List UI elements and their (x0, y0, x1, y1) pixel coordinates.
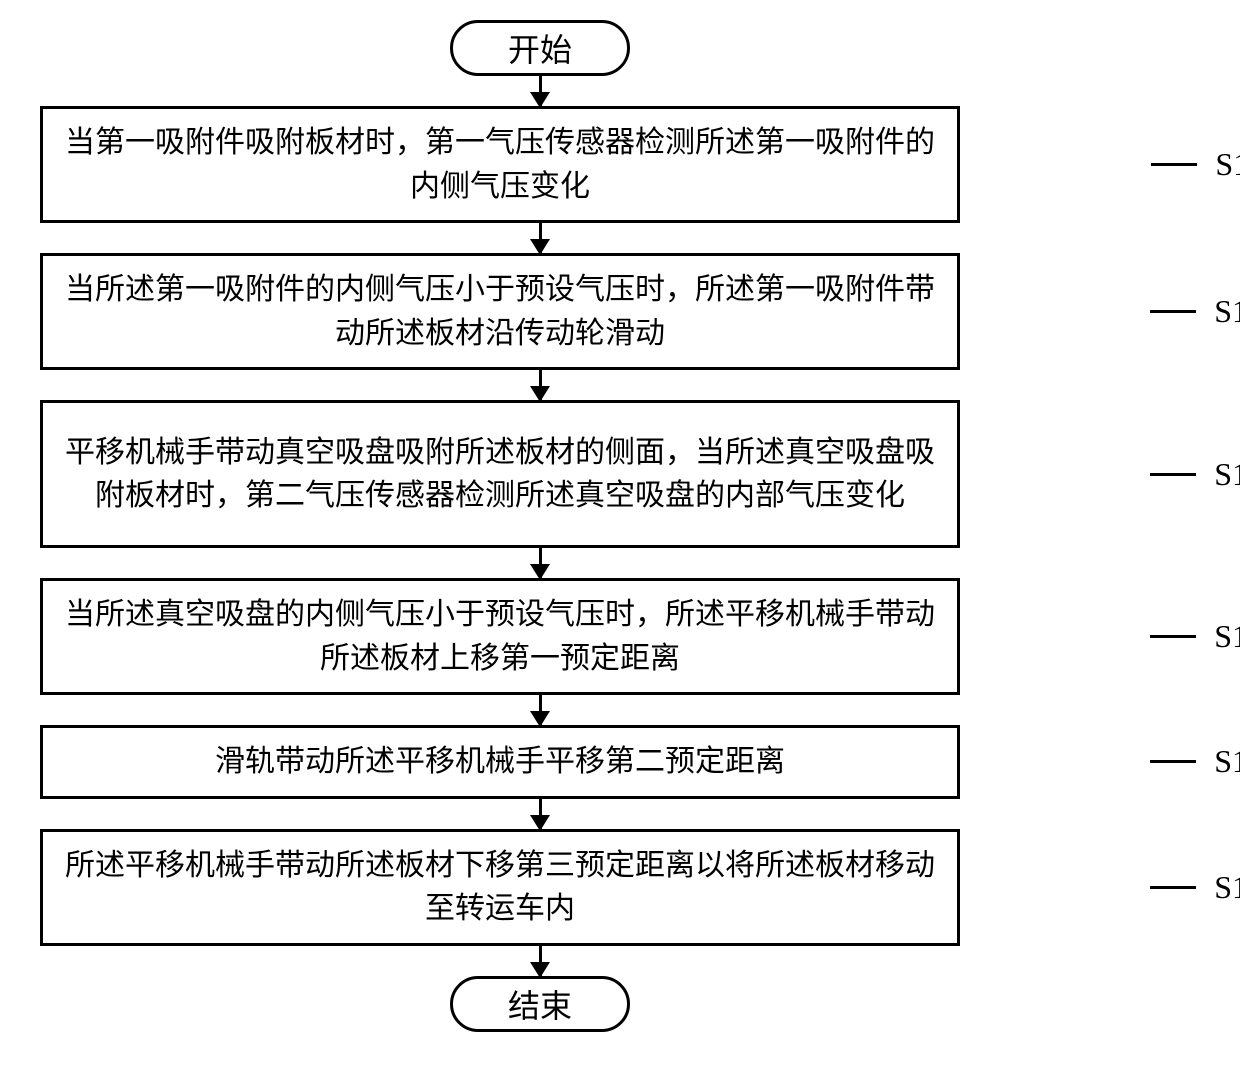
process-text-s120: 当所述第一吸附件的内侧气压小于预设气压时，所述第一吸附件带动所述板材沿传动轮滑动 (61, 268, 939, 355)
start-terminator: 开始 (450, 20, 630, 76)
arrow-s150-s160 (539, 799, 542, 829)
process-s140: 当所述真空吸盘的内侧气压小于预设气压时，所述平移机械手带动所述板材上移第一预定距… (40, 578, 960, 695)
label-tick (1150, 473, 1196, 476)
arrow-s120-s130 (539, 370, 542, 400)
start-label: 开始 (508, 25, 572, 71)
step-row-s120: 当所述第一吸附件的内侧气压小于预设气压时，所述第一吸附件带动所述板材沿传动轮滑动… (40, 253, 1040, 370)
process-text-s110: 当第一吸附件吸附板材时，第一气压传感器检测所述第一吸附件的内侧气压变化 (61, 121, 939, 208)
step-label-s130: S130 (1150, 456, 1240, 493)
arrow-start-s110 (539, 76, 542, 106)
step-row-s140: 当所述真空吸盘的内侧气压小于预设气压时，所述平移机械手带动所述板材上移第一预定距… (40, 578, 1040, 695)
step-label-s110: S110 (1151, 146, 1240, 183)
label-tick (1151, 163, 1197, 166)
step-row-s150: 滑轨带动所述平移机械手平移第二预定距离 S150 (40, 725, 1040, 799)
label-tick (1150, 635, 1196, 638)
arrow-s110-s120 (539, 223, 542, 253)
step-label-s120: S120 (1150, 293, 1240, 330)
process-text-s130: 平移机械手带动真空吸盘吸附所述板材的侧面，当所述真空吸盘吸附板材时，第二气压传感… (61, 431, 939, 518)
process-text-s150: 滑轨带动所述平移机械手平移第二预定距离 (215, 740, 785, 784)
arrow-s160-end (539, 946, 542, 976)
arrow-s130-s140 (539, 548, 542, 578)
process-text-s140: 当所述真空吸盘的内侧气压小于预设气压时，所述平移机械手带动所述板材上移第一预定距… (61, 593, 939, 680)
process-s160: 所述平移机械手带动所述板材下移第三预定距离以将所述板材移动至转运车内 (40, 829, 960, 946)
step-label-s140: S140 (1150, 618, 1240, 655)
end-label: 结束 (508, 981, 572, 1027)
process-s130: 平移机械手带动真空吸盘吸附所述板材的侧面，当所述真空吸盘吸附板材时，第二气压传感… (40, 400, 960, 548)
arrow-s140-s150 (539, 695, 542, 725)
process-s120: 当所述第一吸附件的内侧气压小于预设气压时，所述第一吸附件带动所述板材沿传动轮滑动 (40, 253, 960, 370)
label-tick (1150, 886, 1196, 889)
step-label-s160: S160 (1150, 869, 1240, 906)
process-s110: 当第一吸附件吸附板材时，第一气压传感器检测所述第一吸附件的内侧气压变化 (40, 106, 960, 223)
end-terminator: 结束 (450, 976, 630, 1032)
step-row-s110: 当第一吸附件吸附板材时，第一气压传感器检测所述第一吸附件的内侧气压变化 S110 (40, 106, 1040, 223)
label-tick (1150, 310, 1196, 313)
step-row-s130: 平移机械手带动真空吸盘吸附所述板材的侧面，当所述真空吸盘吸附板材时，第二气压传感… (40, 400, 1040, 548)
label-tick (1150, 760, 1196, 763)
process-text-s160: 所述平移机械手带动所述板材下移第三预定距离以将所述板材移动至转运车内 (61, 844, 939, 931)
step-label-s150: S150 (1150, 743, 1240, 780)
step-row-s160: 所述平移机械手带动所述板材下移第三预定距离以将所述板材移动至转运车内 S160 (40, 829, 1040, 946)
flowchart-container: 开始 当第一吸附件吸附板材时，第一气压传感器检测所述第一吸附件的内侧气压变化 S… (40, 20, 1040, 1032)
process-s150: 滑轨带动所述平移机械手平移第二预定距离 (40, 725, 960, 799)
